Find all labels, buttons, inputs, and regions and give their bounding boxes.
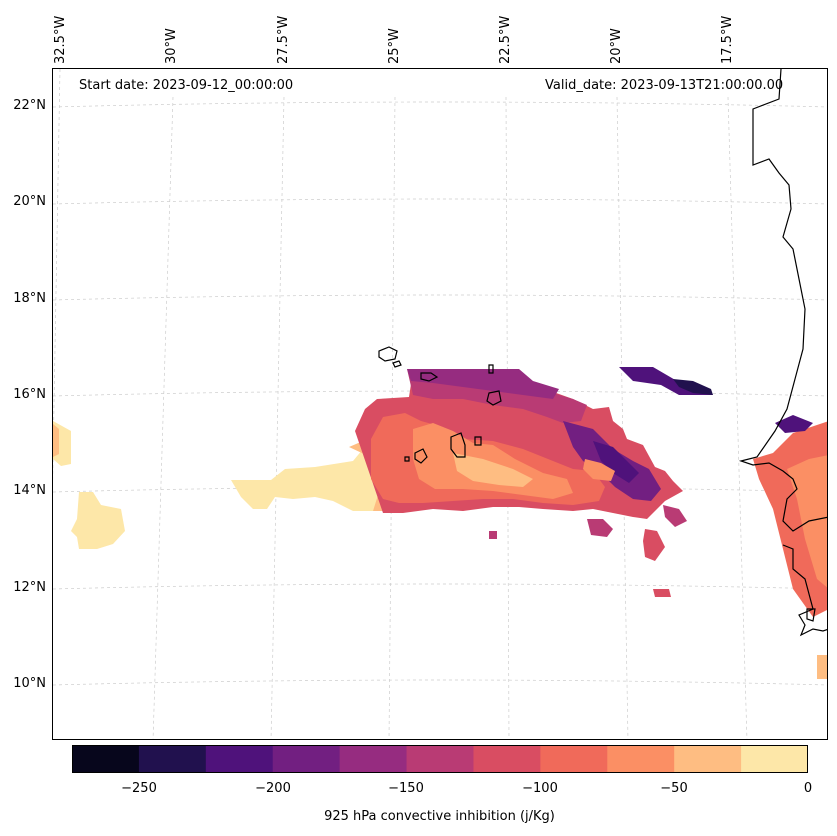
- cin-patch-southeast-1: [663, 505, 687, 527]
- coast-sao-vicente: [392, 360, 402, 368]
- cin-continent-edge-purple: [775, 415, 813, 433]
- cin-field-orange-light: [413, 423, 573, 499]
- colorbar-segment: [138, 745, 207, 773]
- cin-patch-west-2: [53, 424, 59, 457]
- cin-strip-northeast-dark: [673, 379, 713, 395]
- colorbar-segment: [473, 745, 541, 773]
- lon-label-22-5w: 22.5°W: [498, 15, 513, 64]
- coast-west-africa-south: [782, 544, 827, 637]
- colorbar-tick-minus-250: −250: [121, 781, 157, 796]
- coast-brava: [404, 456, 410, 462]
- colorbar-tick-minus-50: −50: [660, 781, 688, 796]
- colorbar-segment: [741, 745, 809, 773]
- gridline-lon-22-5w: [505, 96, 510, 739]
- lat-label-12n: 12°N: [13, 580, 46, 595]
- lon-label-25w: 25°W: [387, 28, 402, 64]
- colorbar-segment: [205, 745, 274, 773]
- lon-label-27-5w: 27.5°W: [276, 15, 291, 64]
- colorbar-segment: [72, 745, 140, 773]
- gridline-lon-30w: [152, 96, 174, 739]
- coast-maio: [474, 436, 482, 446]
- lat-label-14n: 14°N: [13, 483, 46, 498]
- lat-label-10n: 10°N: [13, 676, 46, 691]
- cin-contours: [53, 367, 827, 679]
- start-date-label: Start date: 2023-09-12_00:00:00: [79, 78, 294, 93]
- gridline-lon-27-5w: [270, 96, 285, 739]
- colorbar: [72, 745, 809, 773]
- coast-bijagos: [806, 608, 816, 622]
- cin-patch-southeast-2: [643, 529, 665, 561]
- cin-patch-southeast-4: [653, 589, 671, 597]
- cin-patch-southeast-5: [489, 531, 497, 539]
- lat-label-18n: 18°N: [13, 291, 46, 306]
- colorbar-segment: [674, 745, 742, 773]
- coastlines: [378, 69, 827, 637]
- colorbar-segment: [406, 745, 474, 773]
- coast-sal: [488, 364, 494, 374]
- cin-band-yellow: [231, 449, 389, 511]
- cin-field-violet: [593, 441, 639, 483]
- colorbar-tick-minus-200: −200: [255, 781, 291, 796]
- lon-label-32-5w: 32.5°W: [53, 15, 68, 64]
- coast-sao-nicolau: [420, 372, 439, 382]
- colorbar-tick-0: 0: [803, 781, 813, 796]
- colorbar-segment: [272, 745, 341, 773]
- gridline-lat-12n: [53, 583, 827, 590]
- lon-label-20w: 20°W: [609, 28, 624, 64]
- cin-field-hot-spot: [583, 459, 615, 481]
- map-canvas: [53, 69, 827, 739]
- colorbar-segment: [540, 745, 608, 773]
- cin-patch-southeast-3: [587, 519, 613, 537]
- valid-date-label: Valid_date: 2023-09-13T21:00:00.00: [545, 78, 784, 93]
- gridline-lat-14n: [53, 486, 827, 493]
- cin-patch-far-east: [817, 655, 827, 679]
- gridline-lat-18n: [53, 294, 827, 301]
- gridline-lon-25w: [388, 96, 396, 739]
- lat-label-22n: 22°N: [13, 98, 46, 113]
- map-panel: [52, 68, 828, 740]
- gridline-lat-22n: [53, 101, 827, 108]
- coast-west-africa: [738, 69, 827, 532]
- lat-label-20n: 20°N: [13, 194, 46, 209]
- gridline-lon-17-5w: [727, 96, 748, 739]
- lat-label-16n: 16°N: [13, 387, 46, 402]
- cin-patch-west-3: [71, 492, 125, 549]
- gridline-lat-10n: [53, 679, 827, 686]
- gridline-lat-20n: [53, 198, 827, 205]
- coast-fogo: [414, 448, 428, 464]
- lon-label-30w: 30°W: [164, 28, 179, 64]
- lon-label-17-5w: 17.5°W: [720, 15, 735, 64]
- colorbar-segment: [607, 745, 675, 773]
- colorbar-border: [72, 745, 808, 773]
- gridline-lon-32-5w: [53, 69, 61, 481]
- cin-field-purple: [407, 369, 559, 399]
- colorbar-segment: [339, 745, 408, 773]
- coast-boa-vista: [486, 390, 502, 406]
- colorbar-tick-minus-100: −100: [522, 781, 558, 796]
- colorbar-title: 925 hPa convective inhibition (j/Kg): [324, 809, 555, 824]
- gridlines: [53, 69, 827, 739]
- colorbar-svg: [72, 745, 809, 773]
- coast-santo-antao: [378, 346, 398, 362]
- cin-field-peach: [453, 453, 533, 487]
- gridline-lon-20w: [616, 96, 629, 739]
- coast-santiago: [450, 432, 466, 458]
- colorbar-tick-minus-150: −150: [388, 781, 424, 796]
